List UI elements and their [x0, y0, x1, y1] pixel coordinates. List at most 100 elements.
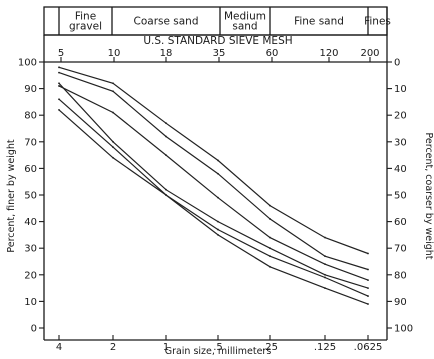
- size-band-label-3-0: Fine sand: [294, 16, 344, 28]
- series-3-point-1: [112, 111, 114, 114]
- size-band-label-2-0: Medium: [224, 11, 266, 23]
- series-6-point-6: [367, 303, 369, 305]
- y-left-tick-label-40: 40: [24, 217, 37, 228]
- bottom-x-axis: 4 2 1 .5 .25 .125 .0625: [56, 335, 383, 353]
- y-right-tick-label-80: 80: [394, 270, 407, 281]
- series-5-point-6: [367, 295, 369, 297]
- y-right-tick-label-60: 60: [394, 217, 407, 228]
- series-1-point-0: [58, 66, 60, 69]
- series-2-point-6: [367, 268, 369, 271]
- series-2-point-5: [324, 255, 326, 258]
- top-axis-title: U.S. STANDARD SIEVE MESH: [143, 35, 292, 47]
- sieve-tick-label-5: 5: [58, 48, 64, 59]
- y-left-tick-label-10: 10: [24, 297, 37, 308]
- series-4-point-5: [324, 273, 326, 276]
- y-left-tick-label-0: 0: [31, 324, 37, 335]
- series-lines: [58, 66, 369, 305]
- series-4-point-0: [58, 82, 60, 85]
- series-4-point-6: [367, 287, 369, 289]
- series-4-point-2: [165, 188, 167, 191]
- series-1-point-1: [112, 82, 114, 85]
- series-4-point-3: [217, 220, 219, 223]
- x-tick-label-.125: .125: [314, 342, 336, 353]
- series-3-point-0: [58, 85, 60, 87]
- series-1-point-4: [269, 204, 271, 207]
- series-2-point-0: [58, 71, 60, 74]
- sieve-tick-label-10: 10: [108, 48, 121, 59]
- sieve-tick-label-35: 35: [213, 48, 226, 59]
- y-left-title: Percent, finer by weight: [6, 139, 17, 253]
- sieve-tick-label-18: 18: [160, 48, 173, 59]
- top-sieve-axis: 5 10 18 35 60 120 200: [58, 48, 380, 62]
- y-right-tick-label-30: 30: [394, 137, 407, 148]
- y-right-tick-label-10: 10: [394, 84, 407, 95]
- series-1-point-2: [165, 122, 167, 125]
- right-y-axis: 0 10 20 30 40 50 60 70 80 90 100: [387, 58, 413, 335]
- series-6-point-1: [112, 156, 114, 159]
- y-right-tick-label-90: 90: [394, 297, 407, 308]
- series-2-point-2: [165, 135, 167, 138]
- x-tick-label-.0625: .0625: [354, 342, 383, 353]
- series-6-point-2: [165, 194, 167, 196]
- series-6-point-0: [58, 108, 60, 111]
- series-3-point-2: [165, 154, 167, 157]
- series-5-point-0: [58, 98, 60, 101]
- series-6-point-4: [269, 265, 271, 268]
- series-3-point-5: [324, 263, 326, 266]
- series-1-point-3: [217, 159, 219, 162]
- series-line-6: [58, 109, 369, 305]
- y-left-tick-label-50: 50: [24, 191, 37, 202]
- x-tick-label-.5: .5: [213, 342, 223, 353]
- y-right-tick-label-40: 40: [394, 164, 407, 175]
- y-left-tick-label-20: 20: [24, 270, 37, 281]
- series-line-1: [58, 66, 369, 255]
- chart-frame: [43, 6, 388, 341]
- series-2-point-4: [269, 218, 271, 220]
- series-line-3: [58, 85, 369, 281]
- size-band-label-1-0: Coarse sand: [134, 16, 199, 28]
- size-band-label-0-1: gravel: [69, 21, 102, 33]
- left-y-axis: 0 10 20 30 40 50 60 70 80 90 100: [18, 58, 44, 335]
- y-right-tick-label-100: 100: [394, 324, 413, 335]
- y-right-title: Percent, coarser by weight: [423, 133, 434, 260]
- series-line-4: [58, 82, 369, 289]
- series-3-point-6: [367, 279, 369, 282]
- size-band-label-4-0: Fines: [364, 16, 391, 28]
- y-right-tick-label-20: 20: [394, 111, 407, 122]
- series-2-point-3: [217, 172, 219, 175]
- y-left-tick-label-90: 90: [24, 84, 37, 95]
- sieve-tick-label-200: 200: [360, 48, 379, 59]
- x-tick-label-.25: .25: [262, 342, 278, 353]
- x-tick-label-2: 2: [110, 342, 116, 353]
- series-3-point-3: [217, 196, 219, 199]
- x-tick-label-1: 1: [163, 342, 169, 353]
- series-5-point-5: [324, 276, 326, 279]
- series-6-point-3: [217, 234, 219, 236]
- series-5-point-4: [269, 255, 271, 258]
- y-right-tick-label-0: 0: [394, 58, 400, 69]
- size-band-label-0-0: Fine: [75, 11, 96, 23]
- series-5-point-1: [112, 146, 114, 149]
- series-1-point-6: [367, 252, 369, 255]
- y-left-tick-label-80: 80: [24, 111, 37, 122]
- series-4-point-4: [269, 247, 271, 250]
- series-6-point-5: [324, 287, 326, 289]
- y-left-tick-label-60: 60: [24, 164, 37, 175]
- x-axis-title: Grain size, millimeters: [165, 346, 272, 357]
- series-3-point-4: [269, 236, 271, 239]
- y-left-tick-label-70: 70: [24, 137, 37, 148]
- size-band-label-2-1: sand: [232, 21, 257, 33]
- series-line-2: [58, 72, 369, 271]
- series-5-point-3: [217, 228, 219, 231]
- y-right-tick-label-50: 50: [394, 191, 407, 202]
- series-4-point-1: [112, 140, 114, 143]
- series-line-5: [58, 98, 369, 297]
- y-left-tick-label-100: 100: [18, 58, 37, 69]
- sieve-tick-label-60: 60: [266, 48, 279, 59]
- y-right-tick-label-70: 70: [394, 244, 407, 255]
- sieve-tick-label-120: 120: [319, 48, 338, 59]
- x-tick-label-4: 4: [56, 342, 62, 353]
